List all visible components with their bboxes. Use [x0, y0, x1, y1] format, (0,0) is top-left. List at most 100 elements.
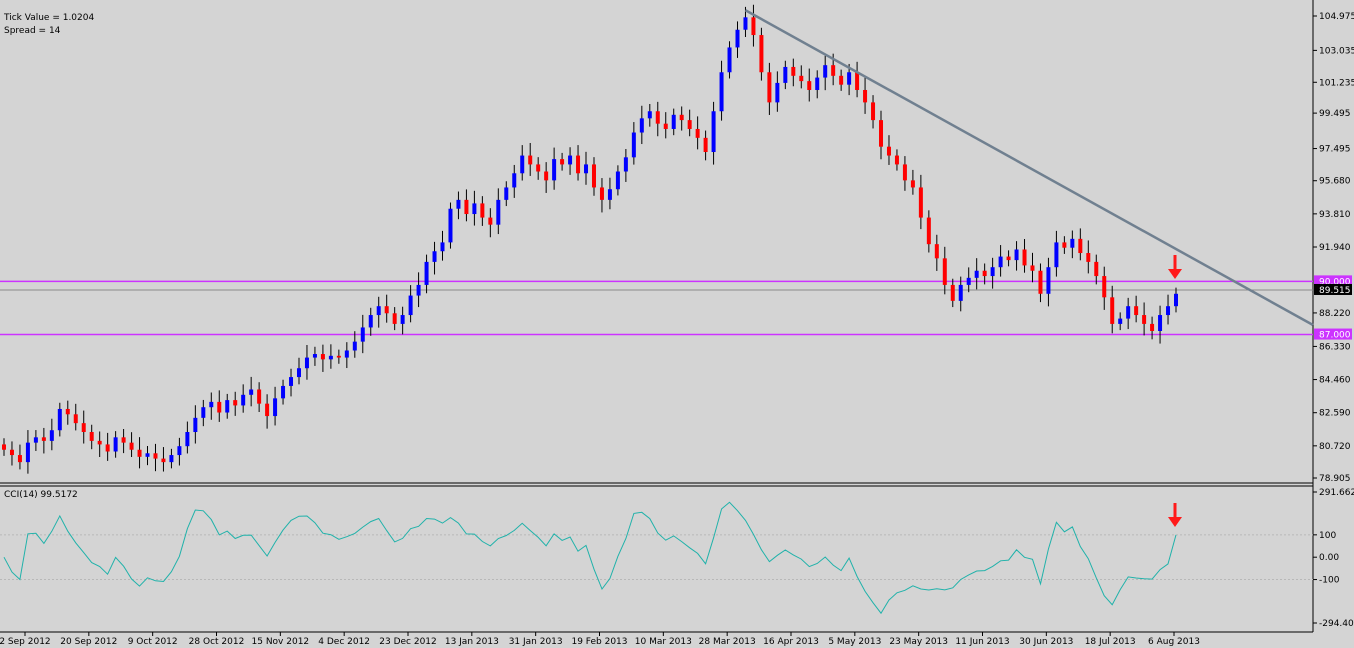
bull-candle [344, 350, 349, 358]
bull-candle [296, 368, 301, 378]
bull-candle [1166, 306, 1171, 316]
bull-candle [169, 455, 174, 463]
bull-candle [225, 400, 230, 413]
bull-candle [113, 437, 118, 452]
date-tick-label: 11 Jun 2013 [955, 637, 1009, 647]
level-label-bg [1314, 328, 1352, 340]
bear-candle [384, 306, 389, 314]
bull-candle [966, 277, 971, 285]
date-tick-label: 9 Oct 2012 [128, 637, 178, 647]
bull-candle [815, 77, 820, 90]
horizontal-levels [0, 280, 1313, 336]
bear-candle [81, 423, 86, 433]
bull-candle [25, 442, 30, 463]
level-label: 87.000 [1319, 331, 1351, 341]
bear-candle [839, 75, 844, 85]
bull-candle [584, 164, 589, 174]
bear-candle [703, 137, 708, 153]
level-label: 90.000 [1319, 277, 1351, 287]
cci-tick-label: 291.6628 [1319, 488, 1354, 498]
bear-candle [663, 123, 668, 129]
date-tick-label: 10 Mar 2013 [635, 637, 692, 647]
bull-candle [448, 208, 453, 243]
date-tick-label: 15 Nov 2012 [252, 637, 310, 647]
bear-candle [599, 187, 604, 200]
bull-candle [416, 284, 421, 296]
spread-label: Spread = 14 [4, 26, 61, 36]
price-tick-label: 86.330 [1319, 342, 1351, 352]
bear-candle [942, 258, 947, 285]
bull-candle [623, 157, 628, 172]
bear-candle [902, 164, 907, 181]
cci-tick-label: 0.00 [1319, 553, 1339, 563]
bear-candle [759, 35, 764, 73]
bear-candle [751, 17, 756, 36]
bull-candle [1046, 267, 1051, 294]
bull-candle [847, 72, 852, 85]
price-tick-label: 95.680 [1319, 177, 1351, 187]
bull-candle [193, 417, 198, 433]
cci-tick-label: -294.405 [1319, 619, 1354, 629]
bear-candle [121, 437, 126, 443]
bear-candle [217, 401, 222, 413]
cci-tick-label: 100 [1319, 531, 1336, 541]
level-label-bg [1314, 275, 1352, 287]
bear-candle [791, 66, 796, 76]
price-tick-label: 78.905 [1319, 474, 1351, 484]
bear-candle [1150, 323, 1155, 331]
bear-candle [767, 72, 772, 103]
bear-candle [855, 72, 860, 90]
price-tick-label: 99.495 [1319, 109, 1351, 119]
bull-candle [185, 432, 190, 447]
bull-candle [424, 261, 429, 285]
bull-candle [304, 357, 309, 369]
bull-candle [1014, 249, 1019, 261]
trendline-layer[interactable] [744, 9, 1314, 327]
date-tick-label: 30 Jun 2013 [1019, 637, 1073, 647]
bear-candle [129, 442, 134, 450]
cci-line [3, 501, 1177, 615]
current-price-label-bg [1314, 283, 1352, 295]
resistance-trendline[interactable] [744, 9, 1314, 327]
bull-candle [990, 267, 995, 277]
price-tick-label: 97.495 [1319, 145, 1351, 155]
bull-candle [647, 111, 652, 119]
bear-candle [480, 203, 485, 218]
bear-candle [687, 120, 692, 129]
date-tick-label: 6 Aug 2013 [1148, 637, 1200, 647]
bear-candle [1078, 238, 1083, 254]
bull-candle [639, 118, 644, 133]
bull-candle [1070, 238, 1075, 248]
date-tick-label: 19 Feb 2013 [571, 637, 627, 647]
bear-candle [17, 455, 22, 463]
bull-candle [823, 65, 828, 78]
cci-panel: 291.6628 100 0.00 -100 -294.405 [0, 488, 1354, 629]
bull-candle [1158, 315, 1163, 331]
bull-candle [49, 430, 54, 441]
bear-candle [1030, 265, 1035, 271]
bear-candle [655, 111, 660, 124]
bear-candle [73, 414, 78, 424]
date-tick-label: 4 Dec 2012 [318, 637, 370, 647]
cci-tick-label: -100 [1319, 576, 1340, 586]
bear-candle [879, 120, 884, 147]
bull-candle [440, 242, 445, 252]
bull-candle [735, 29, 740, 48]
price-tick-label: 82.590 [1319, 409, 1351, 419]
bear-candle [863, 89, 868, 103]
bear-candle [926, 217, 931, 245]
bull-candle [607, 189, 612, 200]
price-tick-label: 93.810 [1319, 210, 1351, 220]
bear-candle [695, 128, 700, 138]
bear-candle [1006, 256, 1011, 261]
bear-candle [807, 81, 812, 90]
price-tick-label: 101.235 [1319, 78, 1354, 88]
date-tick-label: 18 Jul 2013 [1085, 637, 1136, 647]
time-axis: 2 Sep 2012 20 Sep 2012 9 Oct 2012 28 Oct 20… [0, 632, 1200, 647]
bear-candle [886, 146, 891, 156]
bear-candle [544, 171, 549, 181]
date-tick-label: 5 May 2013 [828, 637, 881, 647]
bull-candle [209, 401, 214, 408]
bull-candle [1126, 306, 1131, 319]
